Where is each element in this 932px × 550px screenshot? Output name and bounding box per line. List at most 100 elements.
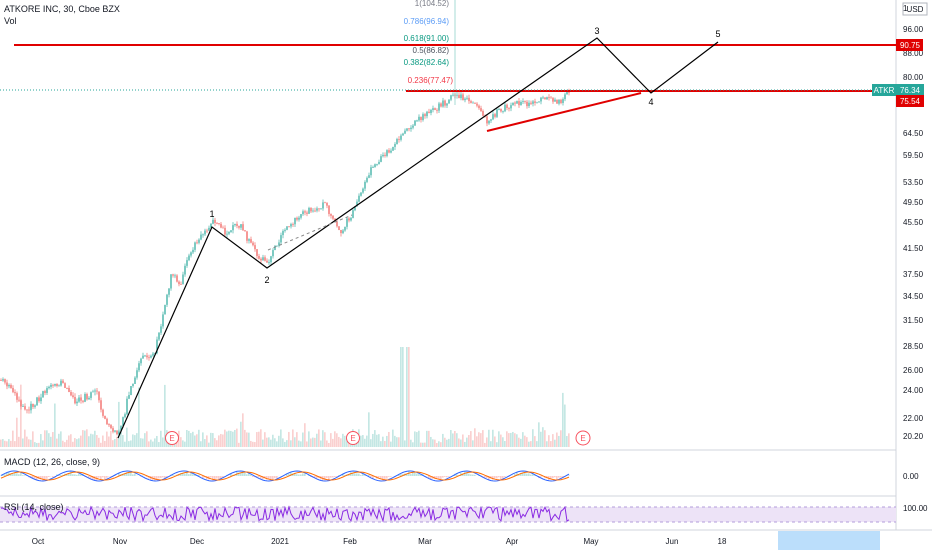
volume-bar: [396, 437, 398, 447]
macd-bar: [552, 476, 554, 479]
volume-bar: [346, 437, 348, 447]
candle-body: [368, 175, 370, 178]
candle-body: [142, 355, 144, 359]
macd-bar: [514, 474, 516, 476]
volume-bar: [66, 439, 68, 447]
candle-body: [12, 387, 14, 393]
candle-body: [122, 417, 124, 427]
candle-body: [294, 217, 296, 225]
volume-bar: [458, 438, 460, 447]
volume-bar: [464, 441, 466, 447]
macd-bar: [522, 473, 524, 476]
candle-body: [476, 103, 478, 106]
candle-body: [466, 97, 468, 99]
macd-bar: [242, 471, 244, 476]
volume-bar: [342, 433, 344, 447]
price-tick: 24.00: [903, 386, 924, 395]
macd-bar: [474, 474, 476, 476]
candle-body: [262, 257, 264, 261]
volume-bar: [316, 433, 318, 447]
macd-bar: [36, 476, 38, 480]
macd-bar: [190, 473, 192, 476]
candle-body: [348, 218, 350, 221]
elliott-wave-path[interactable]: [117, 37, 719, 439]
volume-bar: [370, 439, 372, 447]
macd-bar: [218, 476, 220, 480]
candle-body: [96, 390, 98, 392]
volume-bar: [130, 440, 132, 447]
macd-bar: [486, 476, 488, 479]
volume-bar: [132, 434, 134, 447]
volume-bar: [562, 392, 564, 447]
macd-bar: [148, 476, 150, 479]
candle-body: [474, 102, 476, 104]
volume-bar: [508, 433, 510, 447]
price-tick: 34.50: [903, 292, 924, 301]
candle-body: [424, 114, 426, 117]
macd-bar: [132, 474, 134, 476]
volume-bar: [442, 433, 444, 447]
candle-body: [298, 217, 300, 220]
macd-bar: [100, 476, 102, 481]
macd-bar: [412, 472, 414, 476]
candle-body: [240, 224, 242, 228]
macd-bar: [34, 476, 36, 479]
volume-bar: [568, 433, 570, 447]
macd-bar: [258, 476, 260, 478]
volume-bar: [186, 429, 188, 447]
volume-bar: [154, 438, 156, 447]
earnings-marker[interactable]: E: [346, 431, 360, 445]
volume-bars: [0, 347, 570, 447]
volume-bar: [364, 438, 366, 447]
macd-bar: [118, 472, 120, 476]
wave-label-2: 2: [264, 275, 269, 285]
time-axis[interactable]: Oct Nov Dec 2021 Feb Mar Apr May Jun 18: [32, 537, 727, 546]
wave-label-4: 4: [648, 97, 653, 107]
macd-bar: [342, 473, 344, 476]
candle-body: [310, 207, 312, 212]
volume-bar: [332, 438, 334, 447]
candle-body: [188, 255, 190, 261]
volume-bar: [502, 437, 504, 447]
macd-bar: [562, 476, 564, 478]
macd-bar: [466, 472, 468, 476]
volume-bar: [304, 423, 306, 447]
macd-bar: [184, 473, 186, 476]
volume-bar: [330, 433, 332, 447]
candle-body: [514, 102, 516, 104]
macd-bar: [20, 472, 22, 476]
earnings-marker[interactable]: E: [575, 430, 591, 446]
price-pane[interactable]: [0, 0, 896, 450]
currency-badge[interactable]: [902, 2, 928, 16]
trendline-rising[interactable]: [486, 92, 642, 132]
candle-body: [290, 224, 292, 227]
candle-body: [88, 397, 90, 400]
volume-bar: [202, 432, 204, 447]
macd-bar: [130, 471, 132, 476]
candle-body: [52, 384, 54, 386]
time-tick: Jun: [666, 537, 679, 546]
candle-body: [208, 227, 210, 231]
macd-bar: [178, 474, 180, 476]
volume-bar: [150, 439, 152, 447]
volume-bar: [38, 442, 40, 447]
time-tick: May: [583, 537, 598, 546]
candle-body: [534, 101, 536, 103]
candle-body: [292, 224, 294, 225]
macd-bar: [90, 476, 92, 480]
macd-bar: [4, 474, 6, 476]
volume-bar: [548, 435, 550, 447]
symbol-title: ATKORE INC, 30, Cboe BZX: [4, 4, 120, 14]
time-tick: 18: [718, 537, 727, 546]
fib-label-05: 0.5(86.82): [413, 46, 450, 55]
volume-bar: [428, 430, 430, 447]
candle-body: [412, 125, 414, 128]
volume-bar: [60, 431, 62, 447]
macd-bar: [250, 474, 252, 476]
volume-bar: [476, 436, 478, 447]
volume-bar: [360, 435, 362, 447]
candle-body: [314, 210, 316, 212]
macd-bar: [406, 473, 408, 476]
earnings-marker[interactable]: E: [165, 431, 179, 445]
